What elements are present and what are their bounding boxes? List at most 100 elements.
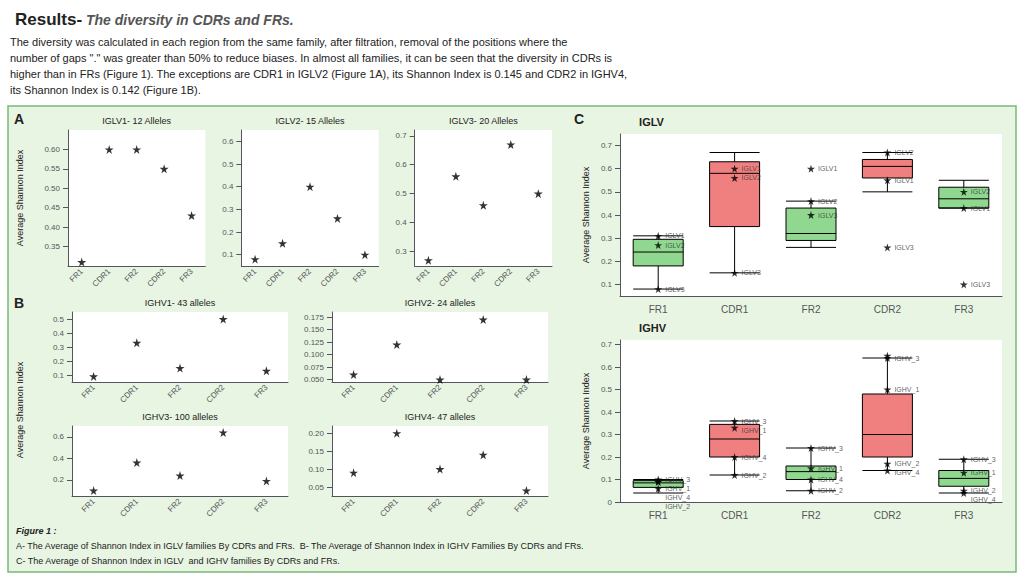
svg-text:Average Shannon Index: Average Shannon Index [15, 361, 25, 458]
svg-text:0.60: 0.60 [44, 145, 60, 154]
svg-text:FR3: FR3 [954, 304, 973, 315]
svg-text:The diversity in CDRs and FRs.: The diversity in CDRs and FRs. [82, 12, 294, 28]
svg-text:IGLV2- 15 Alleles: IGLV2- 15 Alleles [276, 116, 345, 126]
svg-text:0.20: 0.20 [308, 429, 324, 438]
svg-text:0.175: 0.175 [304, 313, 325, 322]
svg-text:IGLV1- 12 Alleles: IGLV1- 12 Alleles [102, 116, 171, 126]
svg-text:FR2: FR2 [123, 266, 140, 283]
svg-text:A- The Average of Shannon Inde: A- The Average of Shannon Index in IGLV … [16, 541, 583, 551]
svg-text:FR2: FR2 [802, 510, 821, 521]
svg-text:0.6: 0.6 [601, 363, 613, 372]
svg-text:FR1: FR1 [415, 266, 432, 283]
svg-text:FR2: FR2 [166, 382, 183, 399]
svg-text:IGHV_3: IGHV_3 [665, 476, 690, 484]
svg-text:0.5: 0.5 [222, 160, 234, 169]
svg-text:higher than in FRs (Figure 1).: higher than in FRs (Figure 1). The excep… [10, 68, 627, 80]
svg-text:FR3: FR3 [351, 266, 368, 283]
svg-text:FR3: FR3 [513, 496, 530, 513]
svg-text:0: 0 [608, 498, 613, 507]
svg-text:0.1: 0.1 [601, 280, 613, 289]
svg-text:IGLV2: IGLV2 [818, 198, 837, 205]
svg-text:0.150: 0.150 [304, 325, 325, 334]
svg-text:IGHV_3: IGHV_3 [818, 445, 843, 453]
svg-text:FR1: FR1 [80, 382, 97, 399]
svg-text:0.6: 0.6 [601, 164, 613, 173]
svg-text:FR3: FR3 [513, 382, 530, 399]
svg-text:FR3: FR3 [524, 266, 541, 283]
svg-text:0.3: 0.3 [601, 430, 613, 439]
svg-text:0.2: 0.2 [53, 357, 65, 366]
svg-text:IGHV_4: IGHV_4 [665, 494, 690, 502]
svg-text:0.15: 0.15 [308, 447, 324, 456]
svg-text:The diversity was calculated i: The diversity was calculated in each reg… [10, 36, 567, 48]
svg-text:IGLV3: IGLV3 [742, 269, 761, 276]
svg-text:0.1: 0.1 [222, 250, 234, 259]
svg-text:0.7: 0.7 [396, 131, 408, 140]
svg-text:IGLV1: IGLV1 [971, 205, 990, 212]
svg-text:IGHV3- 100 alleles: IGHV3- 100 alleles [142, 412, 218, 422]
svg-text:its Shannon Index is 0.142 (Fi: its Shannon Index is 0.142 (Figure 1B). [10, 84, 201, 96]
svg-text:IGHV_1: IGHV_1 [971, 469, 996, 477]
svg-text:0.05: 0.05 [308, 483, 324, 492]
svg-text:CDR2: CDR2 [874, 304, 902, 315]
svg-text:0.40: 0.40 [44, 223, 60, 232]
svg-text:0.2: 0.2 [53, 475, 65, 484]
svg-text:FR1: FR1 [340, 382, 357, 399]
svg-text:FR1: FR1 [80, 496, 97, 513]
svg-text:IGHV_4: IGHV_4 [971, 496, 996, 504]
svg-text:IGHV_2: IGHV_2 [665, 503, 690, 511]
svg-text:0.4: 0.4 [222, 182, 234, 191]
svg-text:IGHV_4: IGHV_4 [742, 454, 767, 462]
svg-text:IGLV1: IGLV1 [742, 165, 761, 172]
svg-text:0.5: 0.5 [601, 187, 613, 196]
svg-text:0.4: 0.4 [396, 218, 408, 227]
svg-text:IGLV3: IGLV3 [818, 212, 837, 219]
svg-text:CDR1: CDR1 [721, 510, 749, 521]
svg-text:IGLV3- 20 Alleles: IGLV3- 20 Alleles [449, 116, 518, 126]
svg-text:CDR2: CDR2 [205, 382, 227, 404]
svg-text:0.2: 0.2 [222, 228, 234, 237]
svg-text:0.050: 0.050 [304, 375, 325, 384]
svg-text:IGHV_2: IGHV_2 [971, 487, 996, 495]
svg-text:CDR1: CDR1 [437, 266, 459, 288]
svg-text:CDR2: CDR2 [465, 496, 487, 518]
svg-text:IGLV1: IGLV1 [894, 177, 913, 184]
svg-text:0.2: 0.2 [601, 257, 613, 266]
svg-text:A: A [14, 111, 24, 127]
svg-text:IGHV_4: IGHV_4 [894, 469, 919, 477]
svg-text:0.2: 0.2 [601, 453, 613, 462]
svg-text:0.35: 0.35 [44, 242, 60, 251]
svg-text:0.3: 0.3 [222, 205, 234, 214]
svg-text:FR2: FR2 [469, 266, 486, 283]
svg-text:IGHV_3: IGHV_3 [971, 456, 996, 464]
svg-text:0.7: 0.7 [601, 141, 613, 150]
svg-text:C: C [574, 111, 584, 127]
svg-text:FR2: FR2 [296, 266, 313, 283]
svg-text:0.6: 0.6 [53, 432, 65, 441]
svg-text:IGLV3: IGLV3 [894, 244, 913, 251]
svg-text:0.4: 0.4 [601, 408, 613, 417]
svg-text:Average Shannon Index: Average Shannon Index [581, 166, 591, 263]
svg-text:0.5: 0.5 [601, 385, 613, 394]
svg-text:CDR2: CDR2 [319, 266, 341, 288]
svg-text:FR2: FR2 [426, 496, 443, 513]
svg-text:0.45: 0.45 [44, 203, 60, 212]
svg-text:0.100: 0.100 [304, 350, 325, 359]
svg-text:Figure 1 :: Figure 1 : [16, 526, 57, 536]
svg-text:CDR1: CDR1 [118, 496, 140, 518]
svg-text:IGHV_1: IGHV_1 [742, 427, 767, 435]
svg-text:IGLV2: IGLV2 [894, 149, 913, 156]
svg-text:0.125: 0.125 [304, 338, 325, 347]
svg-text:IGLV: IGLV [639, 116, 665, 128]
svg-text:FR3: FR3 [253, 382, 270, 399]
svg-text:0.6: 0.6 [222, 137, 234, 146]
svg-text:0.5: 0.5 [53, 315, 65, 324]
svg-text:FR1: FR1 [241, 266, 258, 283]
svg-text:0.10: 0.10 [308, 465, 324, 474]
svg-text:0.1: 0.1 [53, 371, 65, 380]
svg-text:CDR1: CDR1 [721, 304, 749, 315]
svg-text:FR2: FR2 [802, 304, 821, 315]
svg-text:FR1: FR1 [649, 510, 668, 521]
svg-text:IGLV2: IGLV2 [742, 174, 761, 181]
svg-text:0.7: 0.7 [601, 340, 613, 349]
